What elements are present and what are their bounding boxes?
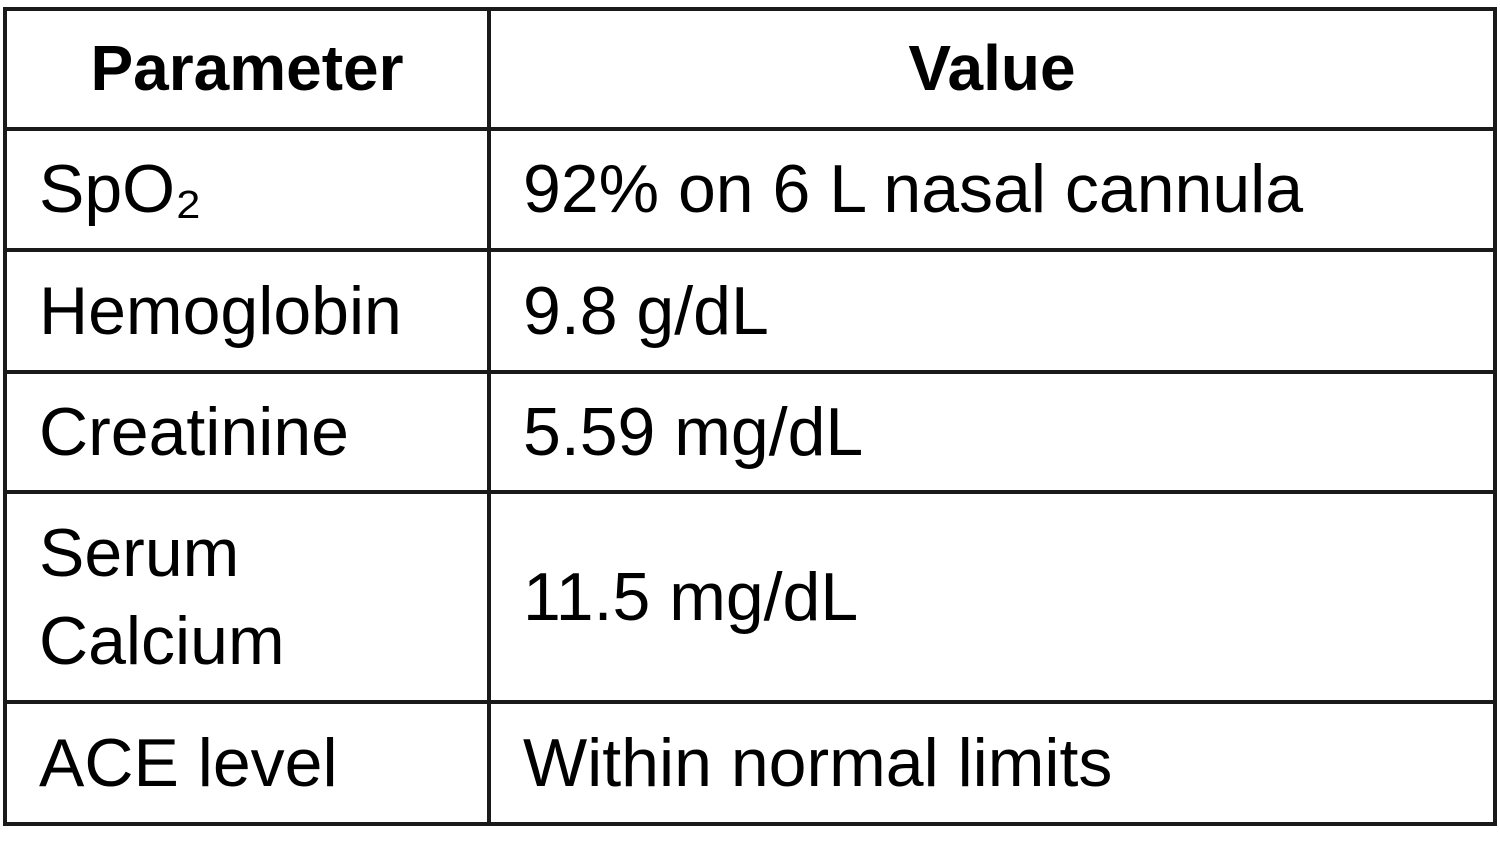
- cell: 5.59 mg/dL: [487, 370, 1497, 494]
- cell: Within normal limits: [487, 700, 1497, 826]
- row: Creatinine 5.59 mg/dL: [3, 370, 1497, 494]
- lab-table: Parameter Value SpO₂ 92% on 6 L nasal ca…: [3, 7, 1497, 826]
- header-cell: Parameter: [3, 7, 491, 131]
- row: Hemoglobin 9.8 g/dL: [3, 248, 1497, 374]
- row: Serum Calcium 11.5 mg/dL: [3, 490, 1497, 704]
- cell: Serum Calcium: [3, 490, 491, 704]
- cell: 92% on 6 L nasal cannula: [487, 127, 1497, 252]
- cell: SpO₂: [3, 127, 491, 252]
- cell: ACE level: [3, 700, 491, 826]
- cell: Hemoglobin: [3, 248, 491, 374]
- row: ACE level Within normal limits: [3, 700, 1497, 826]
- header-row: Parameter Value: [3, 7, 1497, 131]
- cell: 9.8 g/dL: [487, 248, 1497, 374]
- row: SpO₂ 92% on 6 L nasal cannula: [3, 127, 1497, 252]
- cell-text: Serum Calcium: [39, 514, 285, 679]
- header-cell: Value: [487, 7, 1497, 131]
- cell: Creatinine: [3, 370, 491, 494]
- cell: 11.5 mg/dL: [487, 490, 1497, 704]
